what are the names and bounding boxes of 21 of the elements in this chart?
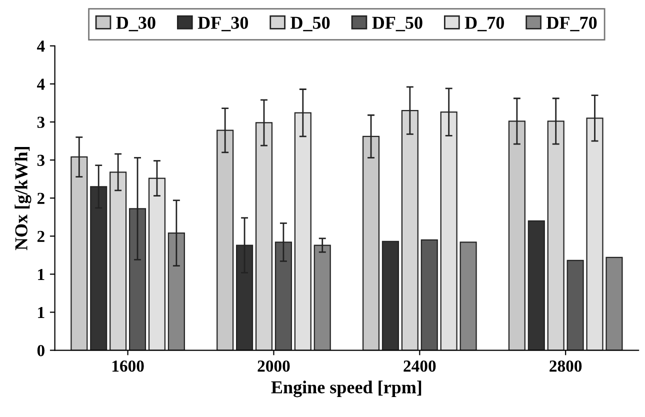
y-tick-label: 2 [37, 230, 44, 242]
legend-label: D_70 [464, 16, 504, 32]
legend-label: D_30 [116, 16, 156, 32]
x-tick-label: 1600 [112, 360, 144, 372]
x-axis-title: Engine speed [rpm] [271, 380, 422, 398]
y-tick-label: 4 [37, 78, 45, 90]
y-axis-title: NOx [g/kWh] [14, 146, 32, 250]
x-tick-label: 2800 [550, 360, 582, 372]
y-tick-label: 2 [37, 192, 44, 204]
x-tick-label: 2400 [404, 360, 436, 372]
x-tick-label: 2000 [258, 360, 290, 372]
legend-label: DF_70 [546, 16, 597, 32]
legend-label: DF_50 [372, 16, 422, 32]
y-tick-label: 3 [37, 154, 45, 166]
y-tick-label: 0 [37, 344, 44, 356]
y-tick-label: 1 [38, 307, 44, 318]
legend-label: DF_30 [198, 16, 248, 32]
legend-label: D_50 [290, 16, 330, 32]
y-tick-label: 1 [38, 268, 44, 280]
y-tick-label: 4 [37, 40, 45, 52]
y-tick-label: 3 [37, 116, 45, 128]
